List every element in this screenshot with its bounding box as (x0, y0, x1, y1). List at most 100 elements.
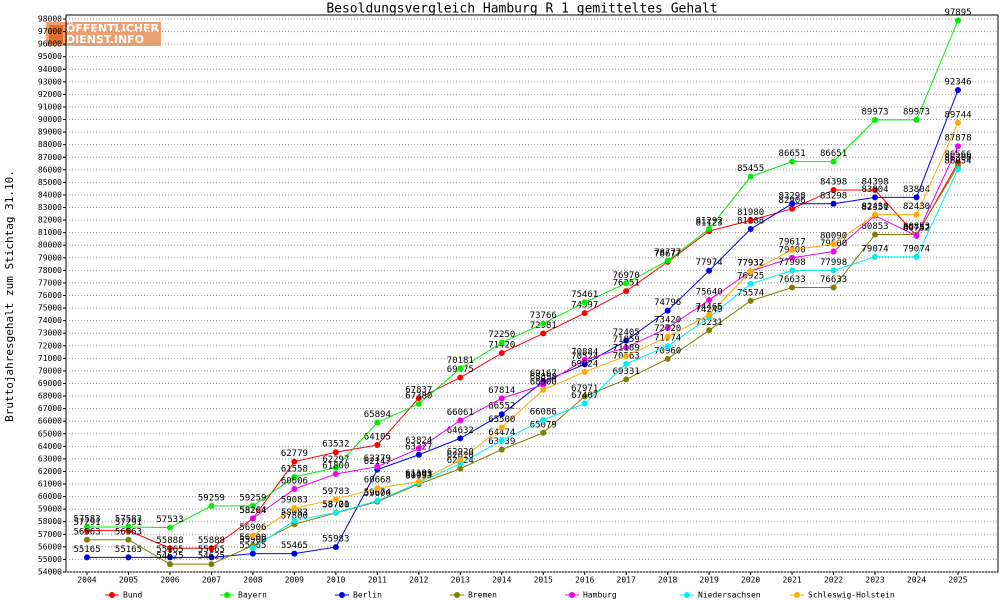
data-label: 56906 (239, 523, 266, 533)
data-label: 76970 (613, 271, 640, 281)
legend-label: Niedersachsen (698, 591, 761, 600)
data-label: 62147 (364, 457, 391, 467)
x-tick-label: 2023 (865, 576, 884, 585)
y-tick-label: 69000 (38, 379, 62, 388)
data-label: 80853 (862, 222, 889, 232)
chart-title: Besoldungsvergleich Hamburg R 1 gemittel… (326, 2, 717, 17)
data-point (166, 524, 173, 531)
data-point (789, 254, 796, 261)
y-tick-label: 79000 (38, 253, 62, 262)
legend-label: Hamburg (583, 591, 617, 600)
data-label: 57583 (73, 514, 100, 524)
data-point (374, 441, 381, 448)
data-point (498, 411, 505, 418)
data-point (84, 536, 90, 543)
data-point (789, 158, 796, 165)
data-point (830, 158, 837, 165)
y-tick-label: 95000 (38, 52, 62, 61)
data-label: 54625 (198, 552, 225, 562)
data-point (955, 119, 961, 126)
data-point (913, 211, 920, 218)
data-label: 80752 (903, 223, 930, 233)
data-point (830, 248, 837, 255)
y-tick-label: 89000 (38, 128, 62, 137)
data-label: 74249 (696, 305, 723, 315)
data-label: 83804 (903, 185, 930, 195)
data-label: 62920 (447, 447, 474, 457)
data-point (332, 509, 339, 516)
data-point (789, 200, 796, 207)
data-label: 73766 (530, 311, 557, 321)
y-tick-label: 80000 (38, 241, 62, 250)
y-tick-label: 63000 (38, 454, 62, 463)
data-point (374, 497, 381, 504)
data-label: 55165 (156, 545, 183, 555)
data-label: 70181 (447, 356, 474, 366)
legend-marker (569, 592, 575, 598)
data-label: 58700 (322, 500, 349, 510)
data-point (457, 435, 464, 442)
data-label: 68500 (530, 377, 557, 387)
y-tick-label: 54000 (38, 568, 62, 577)
data-label: 72405 (613, 328, 640, 338)
data-label: 75574 (737, 288, 764, 298)
data-point (913, 253, 920, 260)
data-label: 55165 (198, 545, 225, 555)
data-label: 61558 (281, 465, 308, 475)
y-tick-label: 98000 (38, 15, 62, 24)
data-point (415, 451, 422, 458)
data-label: 77932 (737, 259, 764, 269)
data-point (457, 465, 464, 472)
data-point (872, 116, 879, 123)
data-label: 79617 (779, 238, 806, 248)
data-label: 72250 (488, 330, 515, 340)
data-point (664, 324, 671, 331)
data-label: 57291 (115, 518, 142, 528)
data-label: 84398 (820, 177, 847, 187)
y-tick-label: 78000 (38, 266, 62, 275)
data-label: 73231 (696, 318, 723, 328)
y-tick-label: 85000 (38, 178, 62, 187)
y-tick-label: 60000 (38, 492, 62, 501)
x-tick-label: 2017 (617, 576, 636, 585)
y-tick-label: 81000 (38, 228, 62, 237)
series-line (87, 165, 959, 565)
data-point (706, 297, 713, 304)
data-point (706, 267, 713, 274)
y-tick-label: 90000 (38, 115, 62, 124)
data-point (581, 310, 588, 317)
x-tick-label: 2008 (243, 576, 262, 585)
data-label: 57291 (73, 518, 100, 528)
data-label: 55900 (239, 536, 266, 546)
data-label: 89973 (903, 107, 930, 117)
data-label: 55165 (73, 545, 100, 555)
data-label: 69331 (613, 367, 640, 377)
data-point (581, 361, 588, 368)
data-point (581, 393, 588, 400)
data-point (540, 429, 547, 436)
legend-marker (794, 592, 800, 598)
x-tick-label: 2004 (77, 576, 96, 585)
data-label: 76633 (820, 275, 847, 285)
x-tick-label: 2021 (782, 576, 801, 585)
data-point (208, 502, 215, 509)
data-label: 60606 (281, 476, 308, 486)
data-label: 57800 (281, 512, 308, 522)
data-point (581, 368, 588, 375)
data-point (498, 446, 505, 453)
data-point (84, 523, 90, 530)
x-tick-label: 2024 (907, 576, 926, 585)
data-point (706, 327, 713, 334)
legend-marker (339, 592, 345, 598)
data-label: 58264 (239, 506, 266, 516)
data-point (706, 225, 713, 232)
y-tick-label: 68000 (38, 392, 62, 401)
data-point (789, 267, 796, 274)
data-label: 78777 (654, 248, 681, 258)
y-tick-label: 71000 (38, 354, 62, 363)
logo: ÖFFENTLICHER DIENST.INFO (46, 21, 161, 46)
data-point (249, 545, 256, 552)
data-label: 64474 (488, 428, 515, 438)
data-label: 78677 (654, 249, 681, 259)
